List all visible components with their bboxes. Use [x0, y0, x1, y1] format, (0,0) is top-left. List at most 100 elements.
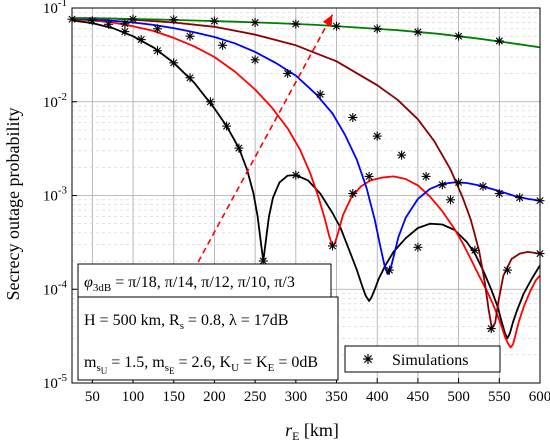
- simulation-marker: [218, 40, 228, 50]
- y-tick-label: 10-2: [43, 91, 67, 111]
- simulation-marker: [454, 31, 464, 41]
- y-axis-title: Secrecy outage probability: [3, 108, 23, 301]
- simulation-marker: [486, 324, 496, 334]
- param-ku-sub: U: [231, 362, 239, 374]
- series-line-2: [71, 18, 541, 349]
- simulation-marker: [136, 35, 146, 45]
- x-tick-label: 400: [366, 389, 389, 405]
- x-tick-label: 300: [285, 389, 308, 405]
- simulation-marker: [222, 121, 232, 131]
- series-line-3: [71, 17, 541, 276]
- simulation-marker: [372, 131, 382, 141]
- simulation-marker: [258, 256, 268, 266]
- param-ms: = 1.5, m: [107, 354, 165, 371]
- arrow-layer: [197, 14, 334, 263]
- legend-marker-icon: [363, 354, 373, 364]
- simulation-marker: [128, 14, 138, 24]
- x-tick-label: 600: [529, 389, 550, 405]
- simulation-marker: [437, 180, 447, 190]
- trend-arrow-line: [197, 14, 334, 263]
- y-tick-label: 10-1: [43, 0, 67, 17]
- simulation-marker: [413, 242, 423, 252]
- simulation-marker: [185, 73, 195, 83]
- x-axis-title-main: r: [285, 420, 293, 440]
- series-line-1: [71, 19, 541, 340]
- simulation-marker: [328, 241, 337, 251]
- simulation-marker: [185, 31, 195, 41]
- simulation-marker: [454, 177, 464, 187]
- simulation-marker: [153, 46, 162, 56]
- svg-text:φ3dB = π/18, π/14, π/12, π/10,: φ3dB = π/18, π/14, π/12, π/10, π/3: [84, 274, 295, 294]
- y-tick-label: 10-4: [43, 278, 68, 298]
- svg-text:H = 500 km, Rs = 0.8, λ = 17dB: H = 500 km, Rs = 0.8, λ = 17dB: [84, 312, 288, 332]
- simulation-marker: [87, 16, 97, 26]
- simulation-marker: [250, 18, 260, 27]
- phi-symbol: φ: [84, 274, 93, 291]
- legend-label: Simulations: [392, 352, 468, 369]
- simulation-marker: [209, 16, 219, 26]
- tick-layer: 50 100 150 200 250 300 350 400 450 500 550 600 10-5 1…: [43, 0, 550, 405]
- x-tick-label: 150: [162, 389, 185, 405]
- simulation-marker: [348, 189, 358, 198]
- simulation-marker: [153, 24, 162, 34]
- simulation-marker: [104, 19, 114, 29]
- x-tick-label: 550: [488, 389, 511, 405]
- simulation-marker: [315, 89, 325, 99]
- phi-values: = π/18, π/14, π/12, π/10, π/3: [111, 274, 295, 291]
- y-tick-label: 10-3: [43, 185, 68, 205]
- param-m-sub: s: [96, 362, 100, 374]
- simulation-marker: [413, 27, 423, 37]
- simulation-marker: [169, 58, 179, 68]
- annotation-box-phi: φ3dB = π/18, π/14, π/12, π/10, π/3: [77, 263, 332, 298]
- x-axis-title: rE [km]: [285, 420, 339, 443]
- x-tick-label: 200: [203, 389, 226, 405]
- x-tick-label: 500: [447, 389, 470, 405]
- param-h-rs: H = 500 km, R: [84, 312, 180, 329]
- simulation-marker: [291, 170, 301, 180]
- series-line-4: [72, 17, 541, 330]
- param-k: = 2.6, K: [174, 354, 231, 371]
- param-ms-subsub: E: [169, 366, 175, 376]
- param-lambda: = 0.8, λ = 17dB: [184, 312, 288, 329]
- simulation-marker: [169, 15, 179, 25]
- param-rs-sub: s: [180, 320, 184, 332]
- x-tick-label: 450: [407, 389, 430, 405]
- simulation-marker: [446, 195, 455, 205]
- simulation-marker: [397, 150, 407, 160]
- simulation-marker: [421, 171, 431, 181]
- param-m: m: [84, 354, 97, 371]
- simulation-marker: [372, 24, 382, 34]
- y-tick-label: 10-5: [43, 372, 68, 392]
- simulation-marker: [332, 21, 341, 31]
- simulation-marker: [283, 69, 293, 78]
- simulation-marker: [384, 265, 394, 275]
- series-layer: [71, 17, 541, 349]
- param-db: = 0dB: [274, 354, 318, 371]
- param-ke: = K: [239, 354, 268, 371]
- simulation-marker: [494, 36, 504, 46]
- param-ke-sub: E: [268, 362, 275, 374]
- simulation-marker: [348, 113, 358, 122]
- simulation-marker: [478, 181, 488, 191]
- x-axis-title-sub: E: [292, 429, 299, 443]
- simulation-marker: [502, 265, 512, 275]
- simulation-marker: [515, 193, 525, 203]
- simulation-marker: [494, 189, 504, 198]
- svg-text:msU = 1.5, msE = 2.6, KU = KE: msU = 1.5, msE = 2.6, KU = KE = 0dB: [84, 354, 318, 376]
- simulation-marker: [250, 55, 260, 65]
- phi-subscript: 3dB: [93, 282, 111, 294]
- annotation-box-params: H = 500 km, Rs = 0.8, λ = 17dB msU = 1.5…: [77, 296, 339, 381]
- x-tick-label: 350: [325, 389, 348, 405]
- x-tick-label: 100: [122, 389, 145, 405]
- x-tick-label: 50: [85, 389, 100, 405]
- simulation-marker: [364, 171, 374, 181]
- series-line-5: [71, 17, 541, 49]
- simulation-marker: [234, 143, 244, 153]
- simulation-marker: [120, 19, 130, 29]
- legend: Simulations: [344, 345, 501, 373]
- simulation-marker: [291, 19, 301, 29]
- x-axis-title-unit: [km]: [299, 420, 339, 440]
- trend-arrow-head: [322, 14, 333, 27]
- x-tick-label: 250: [244, 389, 267, 405]
